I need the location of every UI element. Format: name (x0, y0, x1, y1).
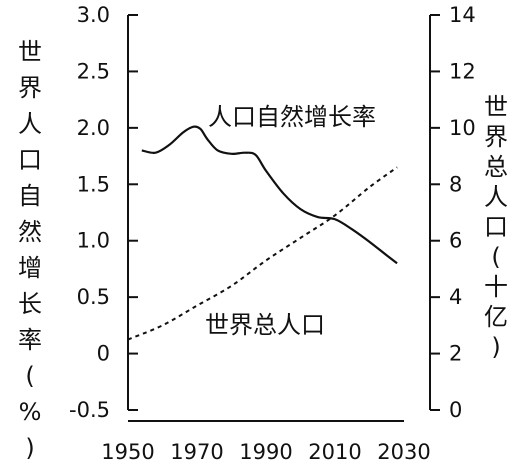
x-tick-label: 2030 (377, 440, 430, 464)
left-axis-label-char: 率 (18, 326, 42, 354)
left-tick-label: 3.0 (77, 3, 110, 27)
right-axis-label-char: 亿 (484, 303, 508, 331)
left-tick-label: 0 (97, 342, 110, 366)
left-axis-label-char: ) (25, 434, 34, 462)
population-line (127, 166, 398, 341)
right-tick-label: 8 (449, 172, 462, 196)
x-tick-label: 1990 (239, 440, 292, 464)
x-tick-label: 2010 (308, 440, 361, 464)
left-axis-label-char: 界 (18, 74, 42, 102)
right-tick-label: 14 (449, 3, 476, 27)
left-tick-label: 0.5 (77, 285, 110, 309)
right-tick-label: 12 (449, 59, 476, 83)
right-tick-label: 4 (449, 285, 462, 309)
left-axis-label-char: 增 (18, 254, 42, 282)
x-tick-label: 1950 (101, 440, 154, 464)
left-tick-label: 1.5 (77, 172, 110, 196)
right-axis-label-char: ( (491, 243, 500, 271)
left-axis-label-char: 然 (18, 218, 42, 246)
left-axis-label-char: 长 (18, 290, 42, 318)
left-axis-label-char: % (19, 398, 42, 426)
population-series-label: 世界总人口 (205, 311, 325, 339)
x-tick-label: 1970 (170, 440, 223, 464)
left-axis-label-char: 世 (18, 38, 42, 66)
left-axis-label-char: 口 (18, 146, 42, 174)
left-tick-label: 2.5 (77, 59, 110, 83)
right-axis-label-char: 人 (484, 183, 508, 211)
right-axis-label-char: ) (491, 333, 500, 361)
x-ticks: 1950 1970 1990 2010 2030 (101, 440, 430, 464)
left-axis-label-char: ( (25, 362, 34, 390)
right-tick-label: 0 (449, 398, 462, 422)
left-axis-label-char: 人 (18, 110, 42, 138)
growth-rate-series-label: 人口自然增长率 (208, 103, 376, 131)
growth-rate-line (141, 125, 398, 265)
right-axis-label-char: 口 (484, 213, 508, 241)
right-y-ticks: 14 12 10 8 6 4 2 0 (430, 3, 476, 422)
left-y-ticks: 3.0 2.5 2.0 1.5 1.0 0.5 0 -0.5 (69, 3, 138, 422)
series-layer (127, 125, 398, 341)
right-axis-label-char: 世 (484, 93, 508, 121)
left-axis-label-char: 自 (18, 182, 42, 210)
right-tick-label: 2 (449, 342, 462, 366)
right-axis-label-char: 总 (484, 153, 508, 181)
right-tick-label: 6 (449, 229, 462, 253)
right-axis-label-char: 十 (484, 273, 508, 301)
right-axis-label: 世界总人口(十亿) (484, 93, 508, 361)
right-tick-label: 10 (449, 116, 476, 140)
left-tick-label: 2.0 (77, 116, 110, 140)
right-axis-label-char: 界 (484, 123, 508, 151)
left-tick-label: 1.0 (77, 229, 110, 253)
left-tick-label: -0.5 (69, 398, 110, 422)
